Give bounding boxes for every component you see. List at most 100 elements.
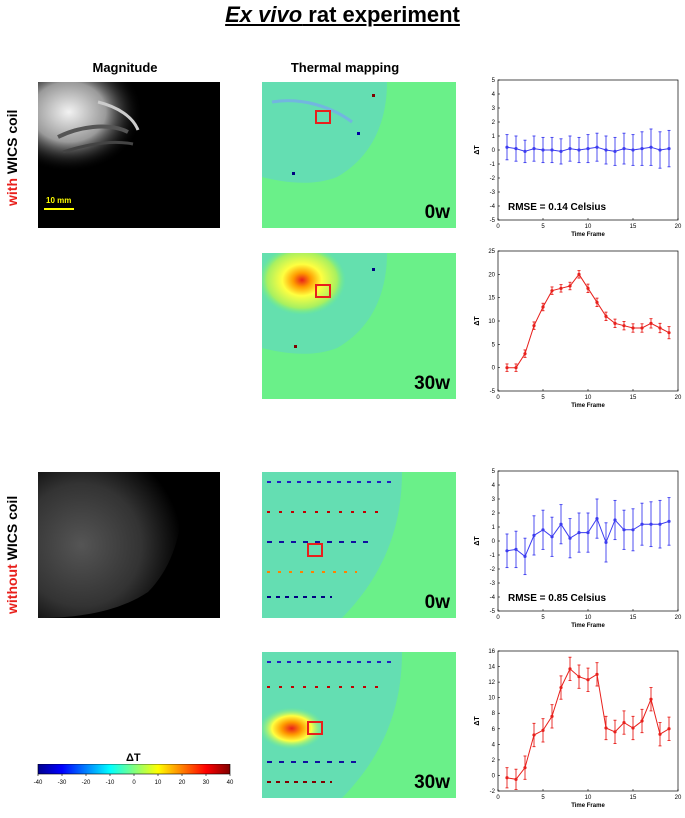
x-tick-label: 5 bbox=[541, 795, 545, 801]
plot-area bbox=[497, 250, 679, 392]
data-point bbox=[649, 697, 653, 701]
y-tick-label: -1 bbox=[490, 162, 496, 168]
data-point bbox=[523, 352, 527, 356]
magnitude-image-without-coil-svg bbox=[38, 472, 182, 618]
colorbar-tick-label: -40 bbox=[34, 780, 43, 786]
x-tick-label: 20 bbox=[675, 795, 682, 801]
y-tick-label: 16 bbox=[488, 649, 495, 655]
data-point bbox=[595, 145, 599, 149]
data-point bbox=[640, 719, 644, 723]
colorbar-tick-label: 20 bbox=[179, 780, 186, 786]
magnitude-header: Magnitude bbox=[92, 60, 158, 75]
x-tick-label: 15 bbox=[630, 795, 637, 801]
data-point bbox=[559, 286, 563, 290]
data-point bbox=[568, 667, 572, 671]
data-point bbox=[640, 147, 644, 151]
y-tick-label: 1 bbox=[492, 525, 496, 531]
y-tick-label: 20 bbox=[488, 272, 495, 278]
power-label-with-0w: 0w bbox=[424, 202, 450, 223]
scale-bar bbox=[44, 208, 74, 210]
data-point bbox=[586, 678, 590, 682]
row-label-without-red: without bbox=[4, 564, 20, 614]
rmse-annotation: RMSE = 0.85 Celsius bbox=[508, 593, 607, 604]
data-point bbox=[586, 531, 590, 535]
colorbar-tick-label: -10 bbox=[106, 780, 115, 786]
data-point bbox=[604, 540, 608, 544]
data-point bbox=[667, 147, 671, 151]
x-axis-label: Time Frame bbox=[571, 232, 605, 238]
thermal-map-with-30w-svg bbox=[262, 253, 387, 354]
magnitude-image-with-coil-svg bbox=[38, 82, 162, 182]
colorbar-label: ΔT bbox=[126, 752, 141, 764]
colorbar-tick-label: -30 bbox=[58, 780, 67, 786]
y-tick-label: 5 bbox=[492, 78, 496, 84]
data-point bbox=[532, 147, 536, 151]
y-tick-label: 2 bbox=[492, 758, 496, 764]
thermal-map-with-0w: 0w bbox=[262, 82, 456, 228]
data-point bbox=[604, 148, 608, 152]
data-point bbox=[658, 148, 662, 152]
data-point bbox=[658, 326, 662, 330]
data-point bbox=[514, 777, 518, 781]
data-point bbox=[541, 728, 545, 732]
data-point bbox=[559, 149, 563, 153]
y-tick-label: 6 bbox=[492, 727, 496, 733]
data-point bbox=[586, 286, 590, 290]
x-tick-label: 15 bbox=[630, 395, 637, 401]
thermal-map-without-0w-svg bbox=[262, 472, 402, 618]
y-tick-label: -5 bbox=[490, 218, 496, 224]
scale-bar-label: 10 mm bbox=[46, 196, 72, 205]
magnitude-image-without-coil bbox=[38, 472, 220, 618]
y-tick-label: 4 bbox=[492, 742, 496, 748]
colorbar-tick-label: 40 bbox=[227, 780, 234, 786]
data-point bbox=[631, 326, 635, 330]
colorbar-tick-label: 0 bbox=[132, 780, 136, 786]
y-tick-label: 2 bbox=[492, 511, 496, 517]
x-axis-label: Time Frame bbox=[571, 623, 605, 629]
y-tick-label: -3 bbox=[490, 190, 496, 196]
y-tick-label: 0 bbox=[492, 539, 496, 545]
y-tick-label: -5 bbox=[490, 609, 496, 615]
x-tick-label: 10 bbox=[585, 224, 592, 230]
y-axis-label: ΔT bbox=[474, 716, 481, 726]
data-point bbox=[577, 272, 581, 276]
data-point bbox=[514, 147, 518, 151]
y-tick-label: 1 bbox=[492, 134, 496, 140]
y-tick-label: 0 bbox=[492, 366, 496, 372]
data-point bbox=[577, 531, 581, 535]
chart-without-0w: 0 5 10 15 20 -5 -4 -3 -2 -1 0 1 2 3 4 5 Time Frame ΔT RMSE… bbox=[474, 469, 682, 629]
data-point bbox=[622, 324, 626, 328]
row-label-with: with WICS coil bbox=[4, 110, 20, 206]
x-tick-label: 15 bbox=[630, 615, 637, 621]
data-point bbox=[622, 528, 626, 532]
data-point bbox=[550, 289, 554, 293]
x-tick-label: 20 bbox=[675, 615, 682, 621]
data-point bbox=[505, 366, 509, 370]
y-tick-label: -5 bbox=[490, 389, 496, 395]
data-point bbox=[532, 324, 536, 328]
x-tick-label: 0 bbox=[496, 395, 500, 401]
y-tick-label: -4 bbox=[490, 595, 496, 601]
data-point bbox=[595, 300, 599, 304]
data-point bbox=[577, 675, 581, 679]
x-tick-label: 5 bbox=[541, 224, 545, 230]
thermal-map-with-30w: 30w bbox=[262, 253, 456, 399]
x-tick-label: 5 bbox=[541, 395, 545, 401]
x-axis-label: Time Frame bbox=[571, 803, 605, 809]
y-axis-label: ΔT bbox=[474, 536, 481, 546]
y-tick-label: 10 bbox=[488, 696, 495, 702]
y-tick-label: 4 bbox=[492, 92, 496, 98]
colorbar: -40 -30 -20 -10 0 10 20 30 40 bbox=[34, 764, 234, 786]
data-point bbox=[667, 519, 671, 523]
y-tick-label: 14 bbox=[488, 665, 495, 671]
data-point bbox=[640, 522, 644, 526]
power-label-without-0w: 0w bbox=[424, 592, 450, 613]
data-point bbox=[613, 149, 617, 153]
y-tick-label: 3 bbox=[492, 497, 496, 503]
x-tick-label: 10 bbox=[585, 615, 592, 621]
thermal-map-without-0w: 0w bbox=[262, 472, 456, 618]
data-point bbox=[640, 326, 644, 330]
y-tick-label: -4 bbox=[490, 204, 496, 210]
data-point bbox=[550, 714, 554, 718]
